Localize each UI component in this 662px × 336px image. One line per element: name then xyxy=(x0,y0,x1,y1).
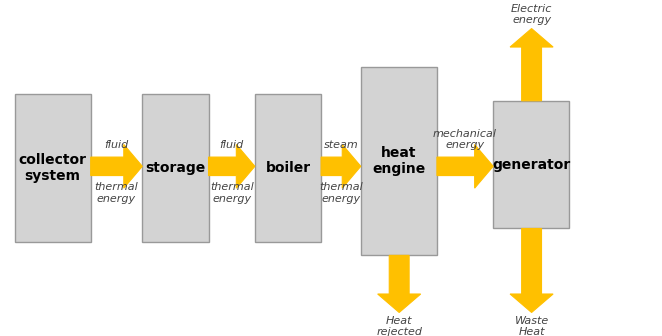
FancyBboxPatch shape xyxy=(493,101,569,228)
FancyArrow shape xyxy=(321,144,361,188)
Text: steam: steam xyxy=(324,140,358,151)
Text: mechanical
energy: mechanical energy xyxy=(433,129,497,151)
FancyArrow shape xyxy=(510,29,553,101)
FancyArrow shape xyxy=(377,255,421,312)
Text: heat
engine: heat engine xyxy=(372,146,426,176)
FancyArrow shape xyxy=(209,144,255,188)
Text: boiler: boiler xyxy=(265,161,310,175)
Text: Electric
energy: Electric energy xyxy=(511,4,552,25)
FancyBboxPatch shape xyxy=(142,94,209,242)
Text: thermal
energy: thermal energy xyxy=(95,182,138,204)
FancyArrow shape xyxy=(510,228,553,312)
Text: Waste
Heat: Waste Heat xyxy=(514,316,549,336)
Text: storage: storage xyxy=(145,161,206,175)
Text: thermal
energy: thermal energy xyxy=(210,182,254,204)
Text: fluid: fluid xyxy=(105,140,128,151)
FancyArrow shape xyxy=(91,144,142,188)
Text: fluid: fluid xyxy=(220,140,244,151)
Text: thermal
energy: thermal energy xyxy=(319,182,363,204)
Text: generator: generator xyxy=(492,158,571,172)
FancyBboxPatch shape xyxy=(255,94,321,242)
FancyBboxPatch shape xyxy=(15,94,91,242)
FancyArrow shape xyxy=(437,144,493,188)
Text: Heat
rejected: Heat rejected xyxy=(376,316,422,336)
FancyBboxPatch shape xyxy=(361,67,437,255)
Text: collector
system: collector system xyxy=(19,153,87,183)
